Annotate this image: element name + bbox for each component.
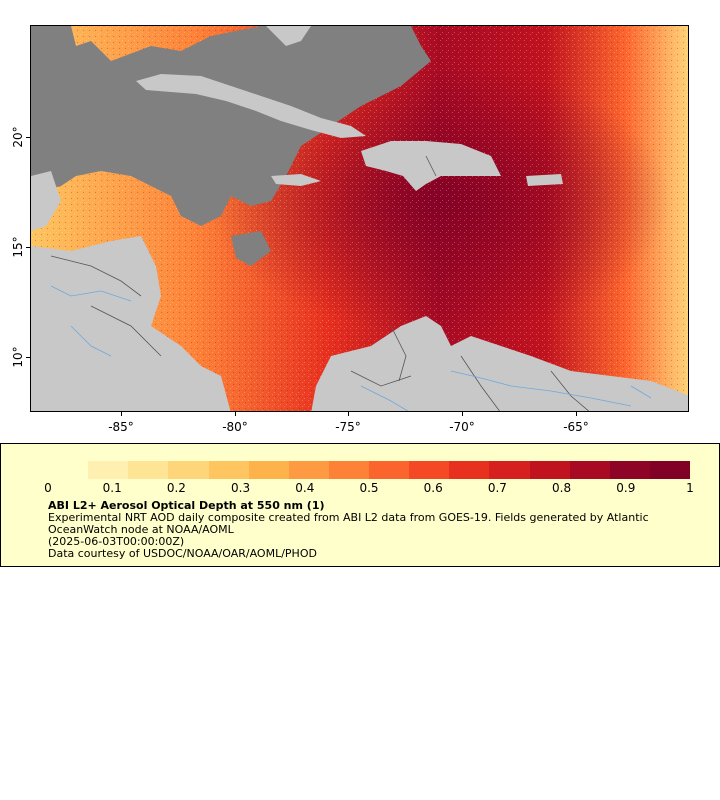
colorbar-swatch xyxy=(248,461,289,479)
y-tick-label: 10° xyxy=(11,346,25,368)
colorbar-label: 0.7 xyxy=(487,481,507,495)
colorbar-label: 0.8 xyxy=(552,481,572,495)
colorbar-label: 0.9 xyxy=(616,481,636,495)
y-tick-label: 15° xyxy=(11,236,25,258)
colorbar-label: 0.3 xyxy=(231,481,251,495)
land-puertorico xyxy=(526,174,563,186)
colorbar-label: 0.2 xyxy=(166,481,186,495)
colorbar-swatch xyxy=(128,461,169,479)
colorbar-label: 0.4 xyxy=(295,481,315,495)
colorbar-label: 0.5 xyxy=(359,481,379,495)
legend-credit: Data courtesy of USDOC/NOAA/OAR/AOML/PHO… xyxy=(48,547,317,560)
x-tick-label: -85° xyxy=(108,420,134,434)
colorbar-swatch xyxy=(48,461,89,479)
colorbar-swatch xyxy=(569,461,610,479)
country-borders xyxy=(50,155,590,411)
colorbar-label: 0.1 xyxy=(102,481,122,495)
colorbar-swatch xyxy=(449,461,490,479)
x-tick-label: -70° xyxy=(449,420,475,434)
rivers xyxy=(50,285,652,411)
colorbar-swatch xyxy=(409,461,450,479)
legend-panel: ABI L2+ Aerosol Optical Depth at 550 nm … xyxy=(0,443,720,567)
colorbar-label: 0 xyxy=(44,481,52,495)
legend-title: ABI L2+ Aerosol Optical Depth at 550 nm … xyxy=(48,499,325,512)
colorbar-label: 1 xyxy=(686,481,694,495)
colorbar-label: 0.6 xyxy=(423,481,443,495)
land-cuba xyxy=(136,74,366,138)
colorbar-swatch xyxy=(168,461,209,479)
legend-description: Experimental NRT AOD daily composite cre… xyxy=(48,511,649,536)
land-jamaica xyxy=(271,174,321,186)
aod-map xyxy=(31,26,688,411)
colorbar-swatch xyxy=(88,461,129,479)
colorbar-swatch xyxy=(649,461,690,479)
colorbar-swatch xyxy=(489,461,530,479)
land-central-america xyxy=(31,236,231,411)
nodata-patch xyxy=(231,231,271,266)
colorbar-swatch xyxy=(288,461,329,479)
map-panel xyxy=(30,25,689,412)
land-yucatan xyxy=(31,171,61,231)
x-tick-label: -75° xyxy=(335,420,361,434)
colorbar-swatch xyxy=(529,461,570,479)
nodata-region xyxy=(31,26,431,226)
colorbar-swatch xyxy=(369,461,410,479)
legend-date: (2025-06-03T00:00:00Z) xyxy=(48,535,185,548)
land-florida xyxy=(266,26,311,46)
legend-text: ABI L2+ Aerosol Optical Depth at 550 nm … xyxy=(48,500,688,560)
colorbar-swatch xyxy=(609,461,650,479)
colorbar xyxy=(48,461,690,479)
colorbar-swatch xyxy=(208,461,249,479)
land-south-america xyxy=(311,316,688,411)
x-tick-label: -65° xyxy=(563,420,589,434)
colorbar-swatch xyxy=(328,461,369,479)
x-tick-label: -80° xyxy=(222,420,248,434)
y-tick-label: 20° xyxy=(11,126,25,148)
